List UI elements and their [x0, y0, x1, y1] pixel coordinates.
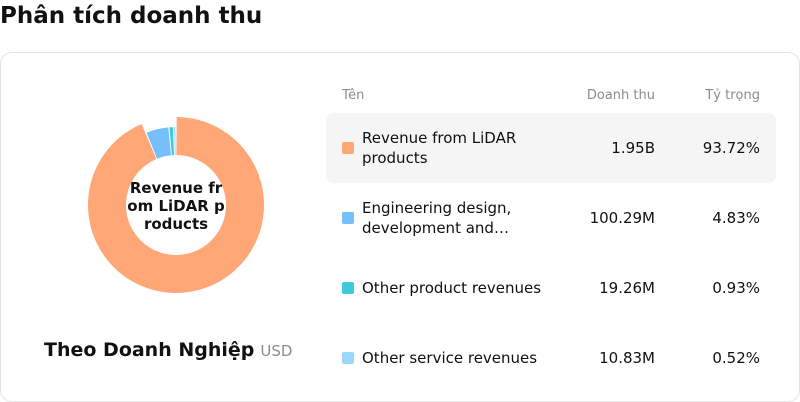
row-name: Engineering design, development and…: [362, 199, 512, 237]
row-share: 93.72%: [702, 139, 760, 157]
table-row[interactable]: Engineering design, development and… 100…: [326, 183, 776, 253]
row-name: Other product revenues: [362, 279, 542, 297]
header-share: Tỷ trọng: [705, 88, 760, 103]
unit-label: USD: [260, 342, 293, 360]
chart-subtitle: Theo Doanh Nghiệp USD: [44, 339, 292, 361]
row-revenue: 1.95B: [611, 139, 655, 157]
row-name: Revenue from LiDAR products: [362, 129, 517, 167]
table-rows: Revenue from LiDAR products 1.95B 93.72%…: [326, 113, 776, 393]
header-name: Tên: [342, 88, 365, 103]
row-share: 0.93%: [712, 279, 760, 297]
donut-slice[interactable]: [146, 127, 172, 159]
subtitle-text: Theo Doanh Nghiệp: [44, 339, 255, 361]
row-revenue: 100.29M: [589, 209, 655, 227]
page-title: Phân tích doanh thu: [0, 3, 263, 29]
legend-swatch: [342, 212, 354, 224]
donut-slice[interactable]: [174, 127, 176, 156]
legend-swatch: [342, 282, 354, 294]
row-revenue: 10.83M: [599, 349, 655, 367]
row-name: Other service revenues: [362, 349, 538, 367]
row-share: 0.52%: [712, 349, 760, 367]
donut-chart: [87, 117, 264, 293]
donut-slice[interactable]: [87, 117, 264, 293]
donut-slice[interactable]: [169, 127, 174, 156]
row-share: 4.83%: [712, 209, 760, 227]
table-row[interactable]: Revenue from LiDAR products 1.95B 93.72%: [326, 113, 776, 183]
legend-swatch: [342, 142, 354, 154]
legend-swatch: [342, 352, 354, 364]
table-row[interactable]: Other service revenues 10.83M 0.52%: [326, 323, 776, 393]
revenue-card: Revenue from LiDAR products Theo Doanh N…: [0, 52, 800, 402]
table-row[interactable]: Other product revenues 19.26M 0.93%: [326, 253, 776, 323]
row-revenue: 19.26M: [599, 279, 655, 297]
header-revenue: Doanh thu: [586, 88, 655, 103]
donut-center-label: Revenue from LiDAR products: [127, 179, 225, 233]
table-header: Tên Doanh thu Tỷ trọng: [326, 83, 776, 113]
revenue-table: Tên Doanh thu Tỷ trọng Revenue from LiDA…: [326, 83, 776, 393]
